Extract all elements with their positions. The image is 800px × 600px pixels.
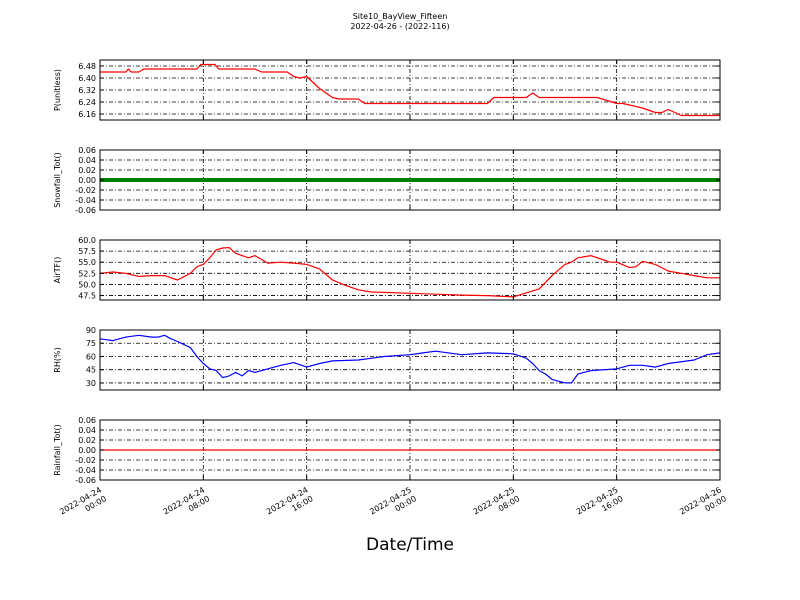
y-tick-label: 6.40	[78, 74, 96, 83]
panel-1: 6.48 6.40 6.32 6.24 6.16 P(unitless)	[53, 59, 721, 121]
series-line	[99, 247, 720, 298]
y-tick-label: -0.04	[75, 196, 96, 205]
y-axis-label: AirTF()	[53, 257, 62, 284]
y-tick-label: -0.04	[75, 466, 96, 475]
chart-title: Site10_BayView_Fifteen	[353, 12, 448, 21]
y-tick-label: 6.32	[78, 86, 96, 95]
y-tick-label: -0.02	[75, 456, 96, 465]
y-axis-label: P(unitless)	[53, 69, 62, 111]
y-axis-label: Rainfall_Tot()	[53, 424, 62, 476]
y-tick-label: 6.16	[78, 110, 96, 119]
y-tick-label: 57.5	[78, 247, 96, 256]
y-tick-label: 75	[86, 339, 96, 348]
y-tick-label: 90	[86, 326, 96, 335]
panel-5: 0.060.040.020.00-0.02-0.04-0.06 Rainfall_…	[53, 416, 721, 485]
y-tick-label: 47.5	[78, 292, 96, 301]
panels: 6.486.406.326.246.16P(unitless)0.060.040…	[53, 59, 721, 485]
y-tick-label: 0.06	[78, 146, 96, 155]
y-tick-label: -0.06	[75, 476, 96, 485]
y-tick-label: 0.00	[78, 176, 96, 185]
y-tick-label: 0.06	[78, 416, 96, 425]
x-axis-label: Date/Time	[366, 535, 454, 555]
panel-4: 90 75 60 45 30 RH(%)	[53, 326, 721, 391]
chart-subtitle: 2022-04-26 - (2022-116)	[350, 22, 449, 31]
y-tick-label: 0.04	[78, 426, 96, 435]
y-tick-label: 0.00	[78, 446, 96, 455]
series-line	[100, 63, 720, 117]
y-axis-label: Snowfall_Tot()	[53, 152, 62, 208]
y-tick-label: 0.04	[78, 156, 96, 165]
y-tick-label: 55.0	[78, 258, 96, 267]
y-tick-label: 6.48	[78, 62, 96, 71]
y-tick-label: 0.02	[78, 166, 96, 175]
y-tick-label: -0.06	[75, 206, 96, 215]
y-tick-label: 50.0	[78, 280, 96, 289]
y-tick-label: 6.24	[78, 98, 96, 107]
series-line	[99, 334, 721, 384]
panel-3: 60.0 57.5 55.0 52.5 50.0 47.5 AirTF()	[53, 236, 721, 301]
y-tick-label: 52.5	[78, 269, 96, 278]
y-tick-label: 60	[86, 352, 96, 361]
y-tick-label: -0.02	[75, 186, 96, 195]
y-axis-label: RH(%)	[53, 347, 62, 372]
y-tick-label: 0.02	[78, 436, 96, 445]
y-tick-label: 60.0	[78, 236, 96, 245]
y-tick-label: 45	[86, 366, 96, 375]
panel-2: 0.060.040.020.00-0.02-0.04-0.06 Snowfall_…	[53, 146, 721, 215]
y-tick-label: 30	[86, 379, 96, 388]
